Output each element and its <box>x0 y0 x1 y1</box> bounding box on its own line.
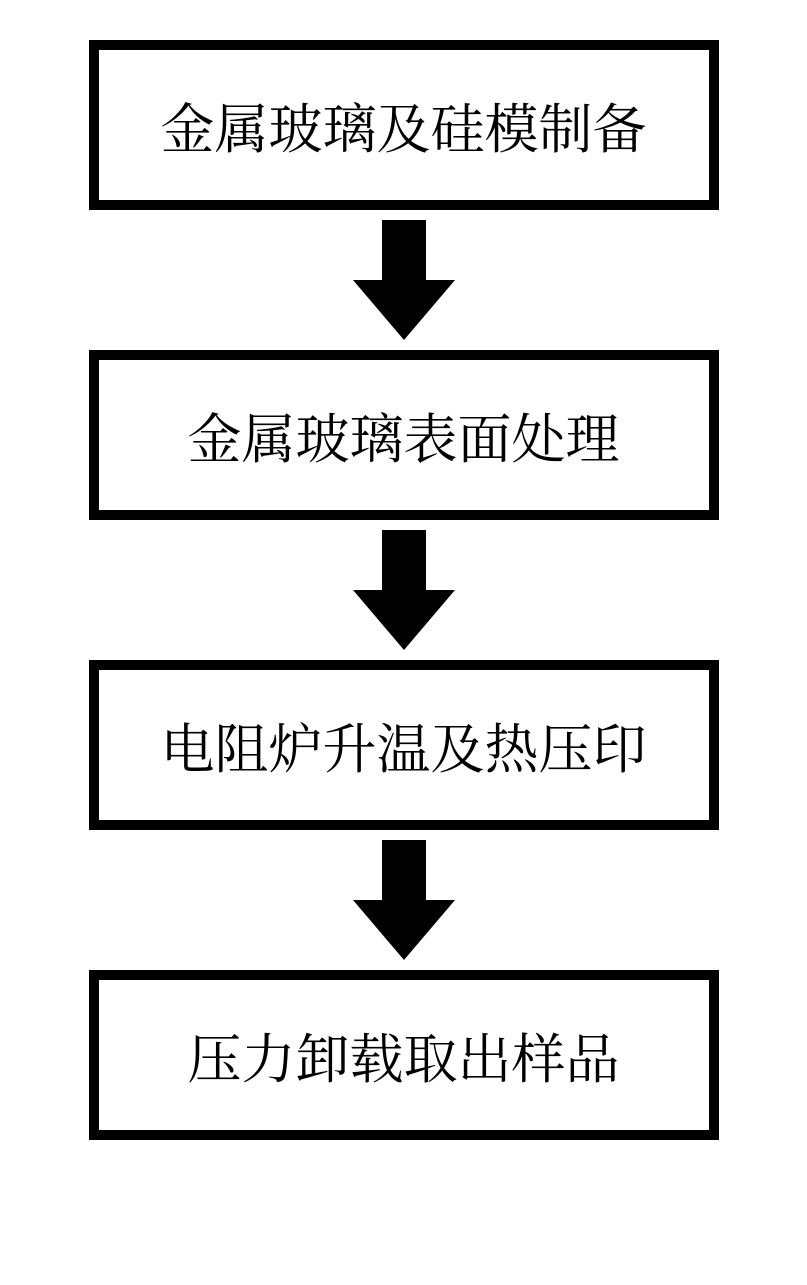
flow-node-label: 电阻炉升温及热压印 <box>161 707 647 784</box>
flow-node-n3: 电阻炉升温及热压印 <box>89 660 719 830</box>
flow-node-label: 金属玻璃表面处理 <box>188 397 620 474</box>
flow-node-n2: 金属玻璃表面处理 <box>89 350 719 520</box>
flow-node-label: 金属玻璃及硅模制备 <box>161 87 647 164</box>
flowchart-canvas: 金属玻璃及硅模制备金属玻璃表面处理电阻炉升温及热压印压力卸载取出样品 <box>0 0 807 1285</box>
arrow-down-icon <box>353 520 455 660</box>
arrow-down-icon <box>353 210 455 350</box>
flowchart: 金属玻璃及硅模制备金属玻璃表面处理电阻炉升温及热压印压力卸载取出样品 <box>89 40 719 1140</box>
arrow-down-icon <box>353 830 455 970</box>
flow-node-n1: 金属玻璃及硅模制备 <box>89 40 719 210</box>
flow-node-n4: 压力卸载取出样品 <box>89 970 719 1140</box>
flow-node-label: 压力卸载取出样品 <box>188 1017 620 1094</box>
